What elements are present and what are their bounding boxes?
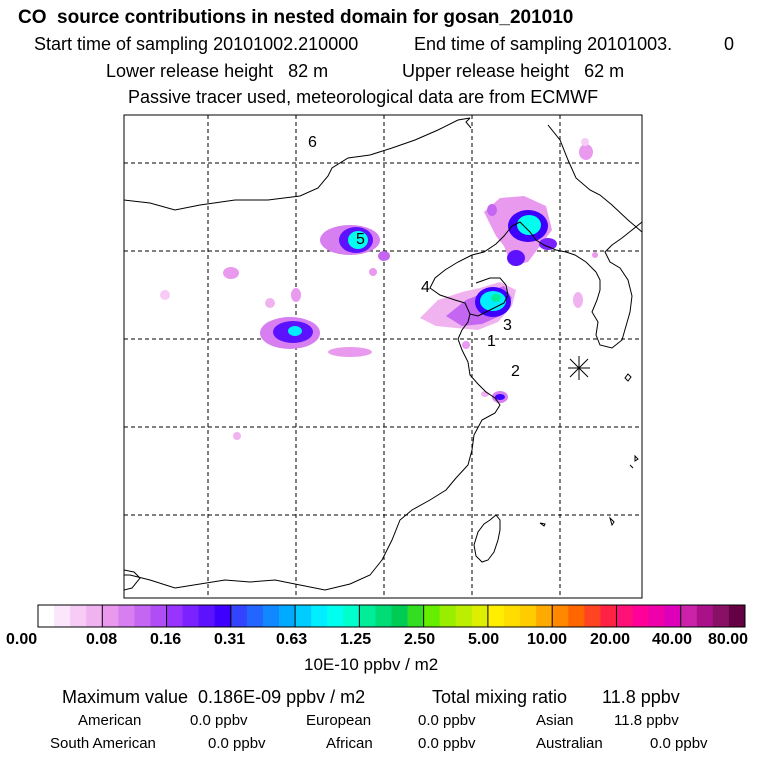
colorbar-tick: 20.00 bbox=[590, 631, 631, 648]
american-value: 0.0 ppbv bbox=[190, 712, 248, 729]
colorbar-swatch bbox=[230, 605, 248, 627]
colorbar-tick: 0.00 bbox=[6, 631, 38, 648]
region-label-6: 6 bbox=[308, 134, 317, 151]
australian-label: Australian bbox=[536, 735, 603, 752]
colorbar-swatch bbox=[455, 605, 473, 627]
colorbar-swatch bbox=[423, 605, 441, 627]
colorbar-tick: 0.63 bbox=[276, 631, 308, 648]
total-mixing-ratio: Total mixing ratio 11.8 ppbv bbox=[432, 687, 680, 707]
max-value-label: Maximum value 0.186E-09 ppbv / m2 bbox=[62, 687, 366, 707]
colorbar-swatch bbox=[327, 605, 344, 627]
colorbar-swatch bbox=[214, 605, 232, 627]
colorbar-tick: 1.25 bbox=[340, 631, 372, 648]
colorbar-swatch bbox=[86, 605, 103, 627]
colorbar-swatch bbox=[616, 605, 633, 627]
colorbar-swatch bbox=[343, 605, 360, 627]
coastlines bbox=[124, 117, 642, 591]
colorbar-units: 10E-10 ppbv / m2 bbox=[304, 655, 439, 674]
colorbar-swatch bbox=[536, 605, 553, 627]
australian-value: 0.0 ppbv bbox=[650, 735, 708, 752]
colorbar-swatch bbox=[359, 605, 376, 627]
concentration-plumes bbox=[160, 138, 598, 440]
start-time-label: Start time of sampling 20101002.210000 bbox=[34, 34, 359, 54]
region-label-3: 3 bbox=[503, 317, 512, 334]
american-label: American bbox=[78, 712, 142, 729]
region-label-4: 4 bbox=[421, 279, 430, 296]
colorbar-swatch bbox=[279, 605, 296, 627]
colorbar-swatch bbox=[471, 605, 489, 627]
colorbar-swatch bbox=[680, 605, 698, 627]
colorbar-tick: 10.00 bbox=[527, 631, 568, 648]
colorbar-swatch bbox=[70, 605, 87, 627]
colorbar-swatch bbox=[407, 605, 425, 627]
colorbar-swatch bbox=[166, 605, 184, 627]
colorbar-swatch bbox=[38, 605, 55, 627]
colorbar-swatch bbox=[246, 605, 264, 627]
colorbar-swatch bbox=[134, 605, 151, 627]
colorbar-swatch bbox=[648, 605, 666, 627]
colorbar-swatch bbox=[584, 605, 601, 627]
colorbar-swatch bbox=[262, 605, 280, 627]
colorbar-swatch bbox=[198, 605, 216, 627]
map-gridlines bbox=[124, 115, 642, 598]
colorbar-swatch bbox=[54, 605, 71, 627]
colorbar-tick: 0.16 bbox=[150, 631, 182, 648]
colorbar-swatch bbox=[568, 605, 585, 627]
colorbar-swatch bbox=[118, 605, 135, 627]
region-label-2: 2 bbox=[511, 363, 520, 380]
plot-title: CO source contributions in nested domain… bbox=[18, 7, 574, 28]
colorbar-swatch bbox=[439, 605, 457, 627]
lower-release-height: Lower release height 82 m bbox=[106, 61, 329, 81]
colorbar-swatch bbox=[600, 605, 617, 627]
colorbar-tick: 0.08 bbox=[86, 631, 118, 648]
colorbar-tick: 80.00 bbox=[708, 631, 749, 648]
region-label-1: 1 bbox=[487, 333, 496, 350]
colorbar-swatch bbox=[295, 605, 312, 627]
colorbar-tick: 5.00 bbox=[468, 631, 500, 648]
end-time-suffix: 0 bbox=[724, 34, 735, 54]
colorbar-swatch bbox=[503, 605, 521, 627]
colorbar-swatch bbox=[487, 605, 505, 627]
colorbar bbox=[37, 604, 746, 628]
receptor-asterisk-icon bbox=[568, 356, 590, 380]
colorbar-tick: 2.50 bbox=[404, 631, 436, 648]
colorbar-swatch bbox=[150, 605, 167, 627]
colorbar-swatch bbox=[728, 605, 746, 627]
colorbar-swatch bbox=[664, 605, 682, 627]
european-label: European bbox=[306, 712, 372, 729]
african-value: 0.0 ppbv bbox=[418, 735, 476, 752]
european-value: 0.0 ppbv bbox=[418, 712, 476, 729]
african-label: African bbox=[326, 735, 373, 752]
asian-label: Asian bbox=[536, 712, 574, 729]
upper-release-height: Upper release height 62 m bbox=[402, 61, 625, 81]
colorbar-swatch bbox=[552, 605, 569, 627]
colorbar-swatch bbox=[375, 605, 392, 627]
colorbar-swatch bbox=[632, 605, 649, 627]
colorbar-swatch bbox=[520, 605, 537, 627]
south-american-value: 0.0 ppbv bbox=[208, 735, 266, 752]
plume-korea bbox=[573, 292, 583, 308]
region-label-5: 5 bbox=[356, 231, 365, 248]
colorbar-swatch bbox=[102, 605, 119, 627]
colorbar-swatch bbox=[182, 605, 200, 627]
colorbar-frame bbox=[37, 604, 746, 628]
tracer-note: Passive tracer used, meteorological data… bbox=[128, 87, 599, 107]
colorbar-tick: 0.31 bbox=[214, 631, 246, 648]
south-american-label: South American bbox=[50, 735, 156, 752]
colorbar-swatch bbox=[391, 605, 408, 627]
colorbar-swatch bbox=[311, 605, 328, 627]
colorbar-swatch bbox=[696, 605, 714, 627]
colorbar-swatch bbox=[712, 605, 730, 627]
colorbar-tick: 40.00 bbox=[652, 631, 693, 648]
end-time-label: End time of sampling 20101003. bbox=[414, 34, 673, 54]
map-frame bbox=[123, 114, 643, 599]
asian-value: 11.8 ppbv bbox=[614, 712, 679, 729]
